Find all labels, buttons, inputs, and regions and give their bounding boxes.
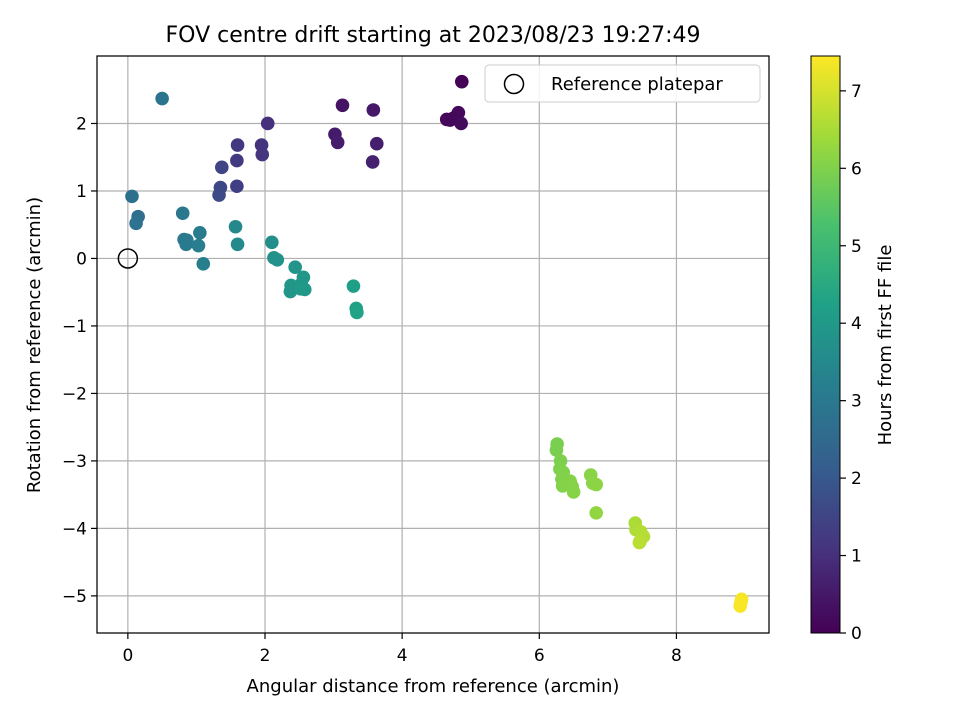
y-tick-label: −5	[62, 587, 87, 607]
colorbar: 0 1 2 3 4 5 6 7 Hours from first FF file	[810, 55, 896, 644]
scatter-point	[632, 535, 647, 550]
scatter-point	[366, 103, 381, 117]
scatter-points	[125, 74, 749, 613]
y-tick-label: 2	[76, 114, 87, 134]
chart-title: FOV centre drift starting at 2023/08/23 …	[166, 23, 701, 48]
scatter-point	[215, 160, 229, 175]
scatter-point	[255, 147, 270, 162]
y-tick-label: −3	[62, 452, 87, 472]
scatter-point	[175, 206, 190, 221]
scatter-point	[589, 506, 603, 520]
scatter-point	[230, 138, 245, 152]
x-axis-label: Angular distance from reference (arcmin)	[247, 676, 620, 697]
scatter-point	[566, 485, 581, 499]
scatter-point	[191, 238, 206, 253]
scatter-point	[454, 116, 468, 131]
y-tick-label: 0	[76, 249, 87, 269]
scatter-point	[365, 155, 380, 169]
scatter-point	[155, 91, 169, 106]
colorbar-tick-label: 7	[851, 82, 862, 102]
scatter-point	[335, 98, 350, 113]
scatter-point	[230, 179, 244, 194]
scatter-point	[733, 599, 747, 613]
scatter-point	[212, 188, 226, 202]
x-tick-label: 0	[122, 646, 133, 666]
scatter-point	[230, 237, 245, 252]
x-tick-label: 4	[397, 646, 408, 666]
colorbar-tick-label: 1	[851, 547, 862, 567]
x-tick-label: 2	[260, 646, 271, 666]
colorbar-tick-label: 4	[851, 314, 862, 334]
y-tick-label: −4	[62, 519, 87, 539]
y-axis-label: Rotation from reference (arcmin)	[24, 197, 45, 493]
scatter-point	[293, 282, 308, 296]
scatter-point	[589, 477, 603, 492]
scatter-point	[265, 235, 279, 250]
reference-platepar-marker	[117, 248, 139, 269]
grid-lines	[97, 56, 769, 633]
scatter-point	[179, 237, 193, 252]
legend-marker-icon	[503, 73, 525, 95]
colorbar-tick-label: 0	[851, 624, 862, 644]
scatter-point	[369, 136, 384, 151]
colorbar-tick-label: 5	[851, 237, 862, 257]
scatter-point	[125, 189, 139, 204]
colorbar-tick-label: 6	[851, 159, 862, 179]
scatter-point	[260, 116, 275, 131]
y-tick-label: −1	[62, 317, 87, 337]
y-axis-ticks: −5 −4 −3 −2 −1 0 1 2	[62, 114, 97, 607]
legend-entry-label: Reference platepar	[551, 74, 723, 95]
colorbar-label: Hours from first FF file	[875, 245, 896, 446]
legend: Reference platepar	[484, 64, 761, 103]
colorbar-gradient	[810, 55, 841, 634]
scatter-point	[455, 74, 469, 89]
colorbar-tick-label: 3	[851, 392, 862, 412]
scatter-point	[193, 226, 207, 240]
x-axis-ticks: 0 2 4 6 8	[122, 633, 682, 666]
scatter-point	[451, 105, 466, 120]
scatter-point	[228, 219, 243, 234]
x-tick-label: 8	[671, 646, 682, 666]
colorbar-tick-label: 2	[851, 469, 862, 489]
x-tick-label: 6	[534, 646, 545, 666]
scatter-point	[270, 253, 285, 267]
scatter-point	[283, 284, 298, 299]
scatter-point	[330, 135, 345, 150]
plot-frame	[96, 55, 770, 634]
scatter-point	[230, 153, 244, 168]
legend-box	[484, 64, 761, 103]
scatter-point	[196, 257, 211, 271]
y-tick-label: −2	[62, 384, 87, 404]
scatter-point	[288, 260, 302, 275]
scatter-point	[549, 443, 564, 457]
scatter-point	[346, 279, 361, 293]
scatter-point	[350, 305, 364, 320]
y-tick-label: 1	[76, 182, 87, 202]
colorbar-ticks: 0 1 2 3 4 5 6 7	[840, 82, 862, 644]
scatter-point	[129, 216, 143, 231]
